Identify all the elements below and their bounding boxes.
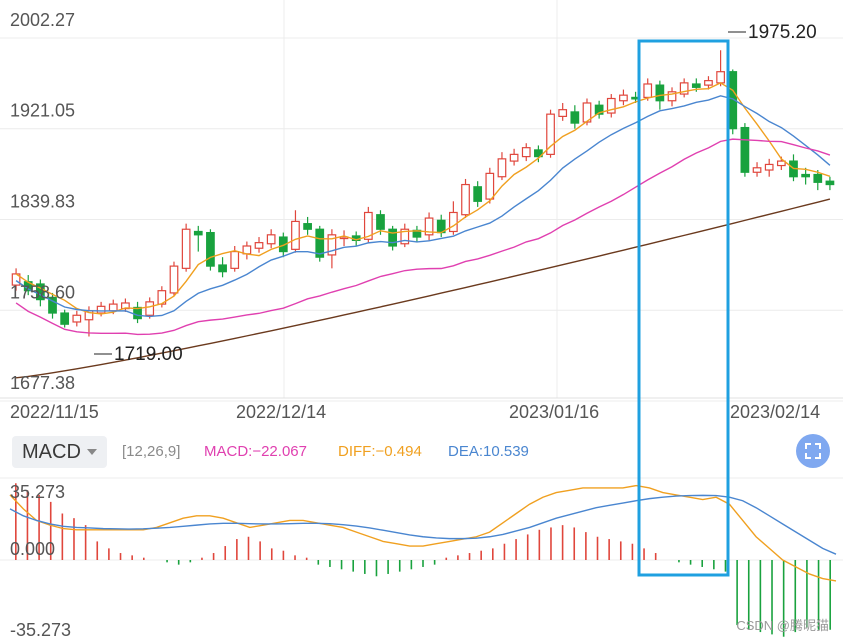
y-tick-label: 1921.05 [10,101,75,121]
low-annotation: 1719.00 [114,344,183,365]
candle-body [534,149,543,158]
candle-body [169,265,179,294]
ma60-line [15,198,831,379]
macd-value: MACD:−22.067 [204,443,307,460]
candle-body [108,303,118,312]
y-tick-label: 1839.83 [10,191,75,211]
y-tick-label: 1677.38 [10,373,75,393]
macd-y-tick-label: 0.000 [10,539,55,559]
x-tick-label: 2023/02/14 [730,402,820,422]
candle-body [206,231,215,267]
candle-body [11,273,21,286]
candle-body [546,113,555,155]
candle-body [485,172,495,200]
candle-body [181,228,191,269]
candle-body [376,214,385,230]
macd-lines [9,484,837,582]
candle-body [509,153,519,162]
candle-body [254,242,264,249]
candle-body [825,180,835,186]
candlesticks [11,50,835,337]
candle-body [145,301,155,316]
macd-params: [12,26,9] [122,443,181,460]
candle-body [60,312,70,325]
moving-average-lines [15,82,831,379]
candle-body [813,173,823,183]
candle-body [606,97,616,114]
y-tick-label: 1758.60 [10,282,75,302]
candle-body [570,111,580,124]
candle-body [388,228,397,247]
candle-body [619,94,628,102]
x-tick-label: 2023/01/16 [509,402,599,422]
expand-button[interactable] [796,434,830,468]
candle-body [667,91,677,102]
candle-body [764,163,774,171]
candle-body [315,228,325,258]
candle-body [133,306,142,320]
candle-body [327,234,337,256]
candle-body [461,183,470,216]
candle-body [96,305,106,314]
candle-body [291,220,300,250]
candle-body [48,296,57,314]
indicator-select-label: MACD [22,440,81,463]
candle-body [643,83,653,98]
candle-body [776,160,786,167]
ma5-line [15,82,831,315]
candle-body [303,223,312,230]
dea-value: DEA:10.539 [448,443,529,460]
expand-icon [805,443,821,459]
x-tick-label: 2022/12/14 [236,402,326,422]
candle-body [655,84,665,102]
highlight-box [637,39,730,577]
macd-histogram [15,483,831,637]
candle-body [230,250,240,269]
candle-body [801,173,810,178]
candle-body [716,71,725,84]
candle-body [691,83,701,88]
indicator-dropdown[interactable]: MACD [12,436,107,468]
macd-y-tick-label: 35.273 [10,482,65,502]
candle-body [521,147,531,158]
chevron-down-icon [86,449,97,455]
dea-line [9,494,837,555]
candle-body [266,234,276,245]
candle-body [72,314,82,323]
x-tick-label: 2022/11/15 [10,402,99,422]
candle-body [218,264,227,273]
ma10-line [15,95,831,318]
candle-body [278,236,288,253]
candle-body [193,230,203,236]
diff-value: DIFF:−0.494 [338,443,422,460]
watermark: CSDN @腾昵猫 [736,618,829,633]
candle-body [424,217,434,236]
candle-body [449,211,458,233]
ma20-line [15,138,831,336]
macd-y-tick-label: -35.273 [10,620,71,640]
grid-lines [0,0,843,561]
candle-body [594,104,604,115]
candle-body [363,211,373,240]
candle-body [752,167,762,173]
candle-body [704,80,713,86]
candle-body [473,186,483,202]
candle-body [497,158,507,178]
y-tick-label: 2002.27 [10,10,75,30]
indicator-toolbar: MACD [12,26,9] MACD:−22.067 DIFF:−0.494 … [8,434,838,470]
candle-body [558,109,568,117]
high-annotation: 1975.20 [748,22,817,43]
candle-body [679,82,689,95]
candle-body [400,228,410,245]
candle-body [740,126,750,173]
candle-body [36,283,45,301]
